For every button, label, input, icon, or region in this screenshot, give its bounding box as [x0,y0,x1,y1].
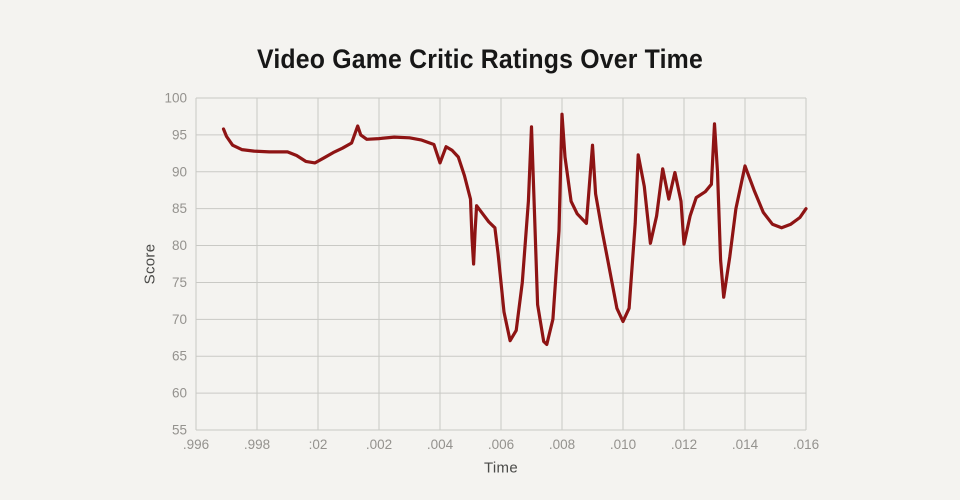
rating-line [221,112,808,346]
x-tick-label: .002 [366,437,392,452]
y-tick-label: 65 [172,349,187,364]
x-tick-label: .998 [244,437,270,452]
x-tick-label: .010 [610,437,636,452]
y-tick-label: 85 [172,201,187,216]
y-tick-label: 100 [164,91,187,106]
y-axis-title: Score [141,243,159,285]
y-tick-label: 70 [172,312,187,327]
x-tick-label: .014 [732,437,759,452]
x-tick-label: .016 [793,437,819,452]
x-axis-title: Time [484,459,518,477]
y-tick-label: 55 [172,423,187,438]
x-tick-label: .996 [183,437,209,452]
x-tick-label: .006 [488,437,514,452]
x-tick-label: :02 [309,437,328,452]
y-tick-label: 60 [172,386,187,401]
x-tick-label: .004 [427,437,454,452]
x-tick-label: .008 [549,437,575,452]
x-tick-label: .012 [671,437,697,452]
chart-title: Video Game Critic Ratings Over Time [257,44,703,74]
y-tick-label: 90 [172,164,187,179]
y-tick-label: 95 [172,127,187,142]
y-tick-label: 75 [172,275,187,290]
y-tick-label: 80 [172,238,187,253]
